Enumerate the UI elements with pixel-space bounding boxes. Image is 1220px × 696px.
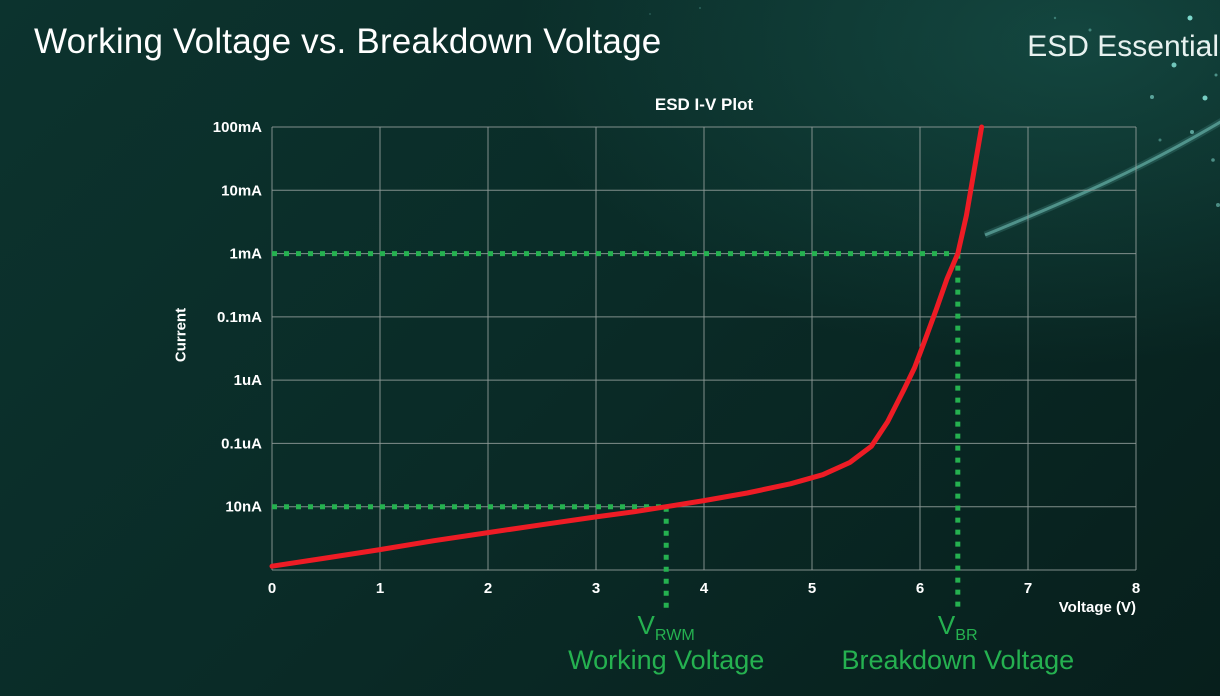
page-title: Working Voltage vs. Breakdown Voltage — [34, 22, 662, 61]
y-tick-label: 1mA — [229, 246, 262, 263]
y-tick-label: 10nA — [225, 499, 262, 516]
x-tick-label: 0 — [268, 580, 276, 597]
vrwm-symbol-main: V — [637, 610, 655, 640]
marker-dotted-lines — [272, 504, 669, 612]
x-tick-label: 7 — [1024, 580, 1032, 597]
iv-curve — [269, 124, 985, 569]
y-tick-label: 1uA — [234, 372, 263, 389]
y-tick-label: 100mA — [213, 119, 262, 136]
grid — [271, 126, 1137, 571]
x-tick-labels: 0 1 2 3 4 5 6 7 8 — [268, 580, 1140, 597]
chart-title: ESD I-V Plot — [654, 95, 754, 114]
x-tick-label: 5 — [808, 580, 816, 597]
vbr-symbol: VBR — [841, 610, 1074, 645]
x-tick-label: 2 — [484, 580, 492, 597]
y-tick-label: 0.1uA — [221, 435, 262, 452]
y-tick-label: 0.1mA — [217, 309, 262, 326]
y-tick-labels: 100mA 10mA 1mA 0.1mA 1uA 0.1uA 10nA — [213, 119, 262, 516]
vrwm-symbol: VRWM — [568, 610, 764, 645]
vrwm-symbol-subscript: RWM — [654, 626, 695, 645]
vbr-symbol-main: V — [937, 610, 956, 640]
marker-dotted-lines — [272, 251, 961, 612]
x-tick-label: 4 — [700, 580, 709, 597]
x-tick-label: 3 — [592, 580, 600, 597]
y-tick-label: 10mA — [221, 182, 262, 199]
breakdown-voltage-caption: Breakdown Voltage — [841, 645, 1075, 676]
working-voltage-caption: Working Voltage — [568, 645, 765, 676]
vbr-symbol-subscript: BR — [955, 626, 978, 645]
x-tick-label: 8 — [1132, 580, 1140, 597]
brand-text: ESD Essentials — [1027, 30, 1220, 63]
x-axis-label: Voltage (V) — [1058, 599, 1136, 616]
annotation-vbr: VBR Breakdown Voltage — [841, 610, 1075, 676]
x-tick-label: 6 — [916, 580, 924, 597]
annotation-vrwm: VRWM Working Voltage — [568, 610, 765, 676]
x-tick-label: 1 — [376, 580, 384, 597]
